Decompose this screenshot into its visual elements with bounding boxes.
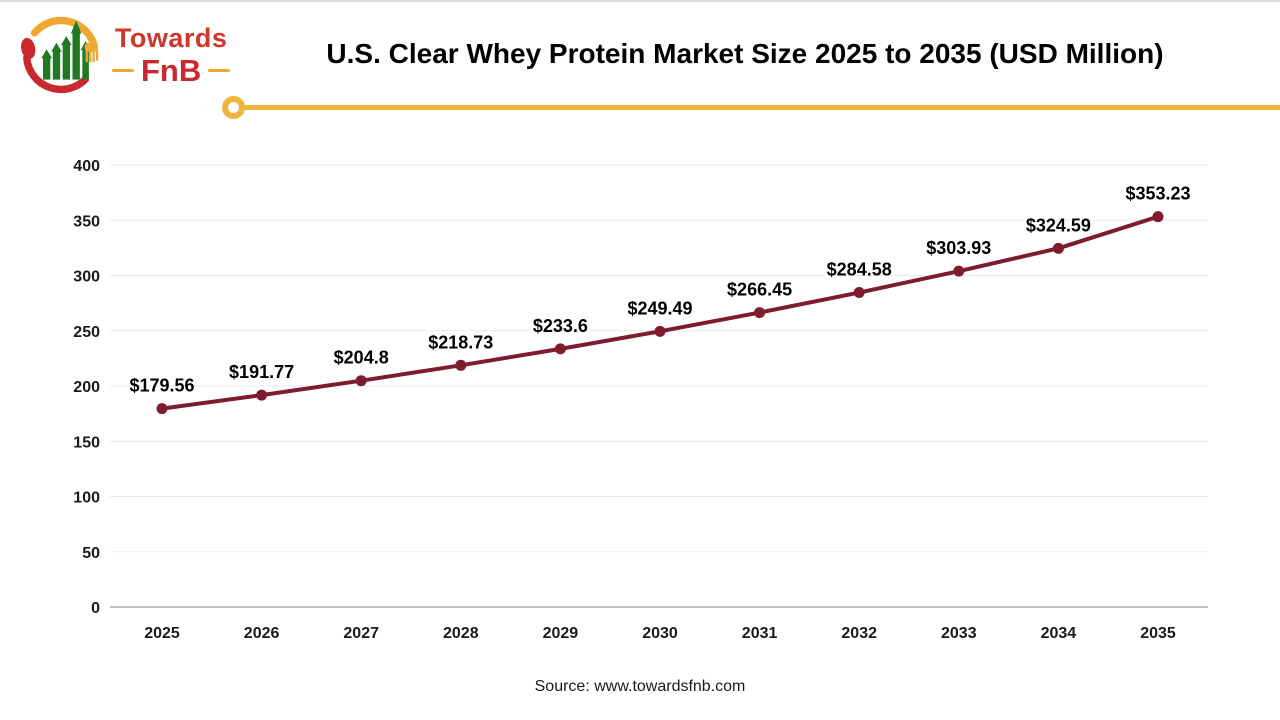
page-title: U.S. Clear Whey Protein Market Size 2025…	[326, 38, 1164, 69]
brand-name-bottom: FnB	[141, 52, 202, 88]
spoon-icon	[21, 37, 36, 59]
dash-icon	[208, 68, 231, 72]
x-axis-tick-label: 2032	[841, 625, 877, 642]
towards-fnb-logo-icon	[21, 16, 99, 94]
y-axis-tick-label: 300	[73, 269, 100, 286]
towards-fnb-logo: Towards FnB	[20, 14, 231, 96]
x-axis-tick-label: 2026	[244, 625, 280, 642]
growth-bars-icon	[41, 20, 91, 80]
data-point-2032	[853, 287, 865, 299]
data-point-2026	[256, 389, 268, 401]
x-axis-tick-label: 2027	[343, 625, 379, 642]
y-axis-tick-label: 100	[73, 490, 100, 507]
source-attribution: Source: www.towardsfnb.com	[534, 678, 746, 695]
logo-arc-yellow	[30, 16, 98, 47]
x-axis-tick-label: 2033	[941, 625, 977, 642]
data-point-2034	[1052, 242, 1064, 254]
x-axis-tick-label: 2030	[642, 625, 678, 642]
data-point-2030	[654, 325, 666, 337]
data-point-2028	[455, 359, 467, 371]
logo-text: Towards FnB	[112, 22, 231, 88]
y-axis-tick-label: 50	[82, 545, 100, 562]
data-label-2035: $353.23	[1125, 184, 1190, 204]
data-label-2029: $233.6	[533, 316, 588, 336]
y-axis-tick-label: 400	[73, 158, 100, 175]
data-point-2029	[554, 343, 566, 355]
data-label-2030: $249.49	[627, 298, 692, 318]
data-label-2028: $218.73	[428, 332, 493, 352]
data-point-2033	[953, 265, 965, 277]
data-point-2025	[156, 403, 168, 415]
brand-name-bottom-row: FnB	[112, 52, 231, 88]
y-axis-tick-label: 0	[91, 600, 100, 617]
y-axis-tick-label: 200	[73, 379, 100, 396]
x-axis-tick-label: 2035	[1140, 625, 1176, 642]
x-axis-tick-label: 2029	[543, 625, 579, 642]
logo-arc-red	[23, 54, 90, 94]
y-axis-tick-label: 250	[73, 324, 100, 341]
x-axis-tick-label: 2034	[1041, 625, 1077, 642]
data-point-2035	[1152, 211, 1164, 223]
data-label-2025: $179.56	[129, 376, 194, 396]
fork-icon	[84, 42, 99, 63]
data-point-2027	[355, 375, 367, 387]
brand-name-top: Towards	[114, 22, 228, 53]
y-axis-tick-label: 150	[73, 434, 100, 451]
title-underline-divider	[243, 105, 1280, 110]
data-label-2027: $204.8	[334, 348, 389, 368]
data-label-2032: $284.58	[827, 260, 892, 280]
data-label-2026: $191.77	[229, 362, 294, 382]
x-axis-tick-label: 2025	[144, 625, 180, 642]
data-label-2033: $303.93	[926, 238, 991, 258]
x-axis-tick-label: 2028	[443, 625, 479, 642]
divider-ring-icon	[222, 96, 245, 119]
dash-icon	[112, 68, 134, 72]
x-axis-tick-label: 2031	[742, 625, 778, 642]
data-point-2031	[754, 307, 766, 319]
data-label-2031: $266.45	[727, 280, 792, 300]
y-axis-tick-label: 350	[73, 213, 100, 230]
data-label-2034: $324.59	[1026, 215, 1091, 235]
